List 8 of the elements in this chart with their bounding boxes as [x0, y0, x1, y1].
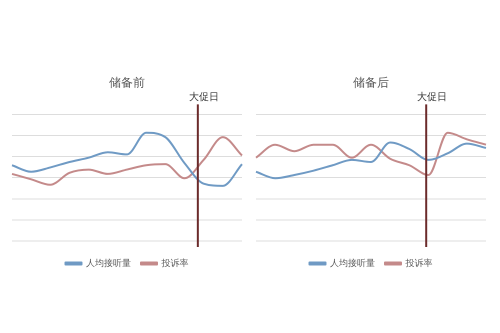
- legend-label: 人均接听量: [86, 258, 131, 269]
- legend-label: 投诉率: [404, 258, 432, 269]
- text: 大促日: [417, 90, 448, 103]
- chart-title: 储备前: [109, 75, 145, 90]
- legend-label: 人均接听量: [330, 258, 375, 269]
- chart-title: 储备后: [353, 75, 389, 90]
- text: 大促日: [188, 90, 219, 103]
- legend-label: 投诉率: [160, 258, 188, 269]
